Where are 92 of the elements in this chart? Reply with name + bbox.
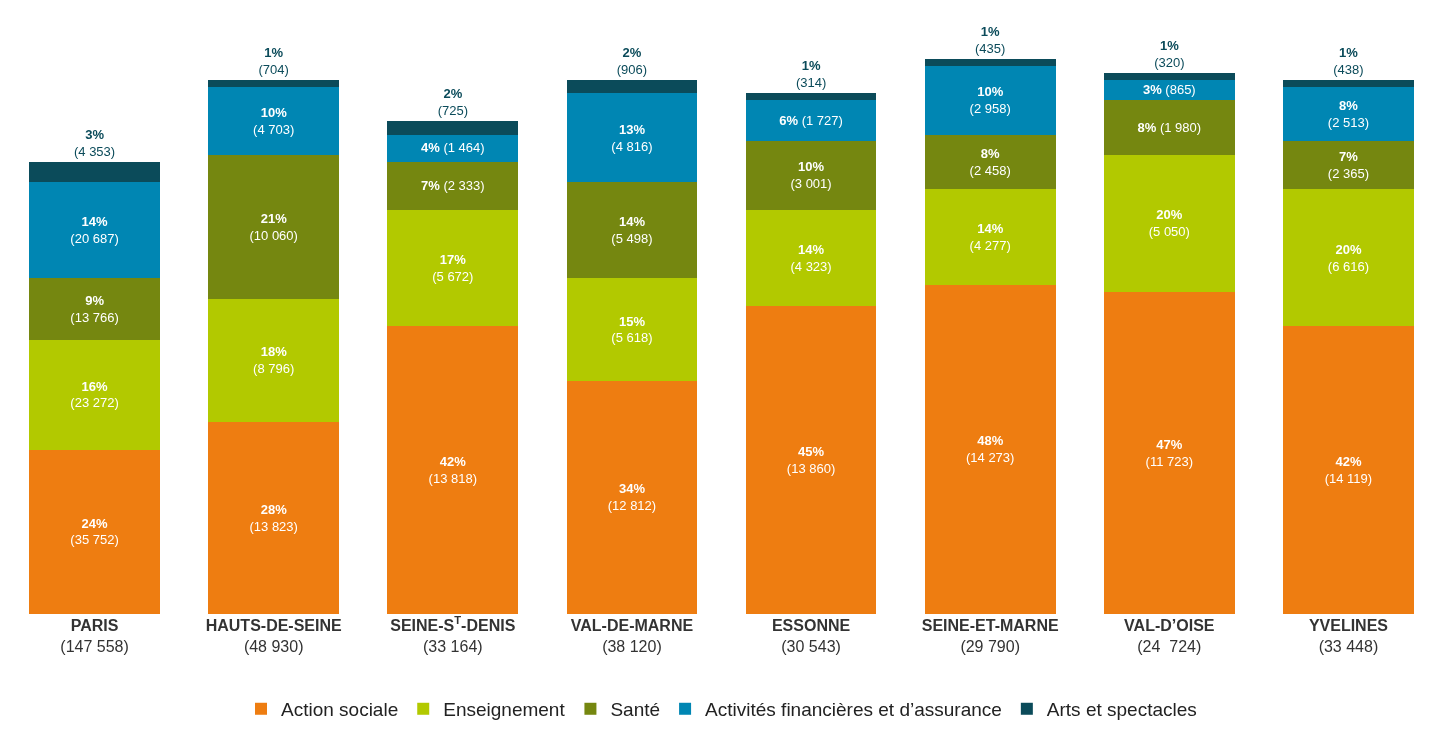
bar bbox=[745, 141, 877, 210]
bar bbox=[208, 155, 340, 299]
data-label: 17% (5 672) bbox=[432, 251, 474, 284]
bar bbox=[208, 86, 340, 156]
data-label: 45% (13 860) bbox=[786, 443, 836, 476]
x-tick-label: PARIS (147 558) bbox=[60, 617, 129, 655]
bar bbox=[387, 209, 519, 327]
data-label: 2% (906) bbox=[616, 44, 648, 77]
data-label: 10% (2 958) bbox=[969, 84, 1011, 116]
data-label: 14% (4 323) bbox=[790, 241, 832, 274]
data-label: 42% (14 119) bbox=[1324, 453, 1373, 486]
bar bbox=[1283, 79, 1414, 87]
data-label: 21% (10 060) bbox=[249, 210, 298, 243]
data-label: 13% (4 816) bbox=[611, 121, 653, 154]
bar bbox=[566, 93, 698, 183]
data-label: 1% (438) bbox=[1333, 44, 1364, 77]
data-label: 48% (14 273) bbox=[965, 433, 1015, 466]
x-tick-label: SEINE-ET-MARNE (29 790) bbox=[921, 617, 1059, 655]
legend-label: Enseignement bbox=[443, 699, 566, 721]
legend-label: Action sociale bbox=[281, 699, 399, 721]
legend-label: Activités financières et d’assurance bbox=[705, 699, 1002, 721]
bar bbox=[1103, 155, 1235, 293]
data-label: 15% (5 618) bbox=[611, 313, 653, 346]
bar bbox=[745, 209, 877, 306]
data-label: 47% (11 723) bbox=[1145, 436, 1194, 469]
bar bbox=[924, 134, 1056, 190]
data-label: 1% (320) bbox=[1154, 37, 1185, 70]
bar bbox=[1103, 72, 1235, 80]
data-label: 7% (2 333) bbox=[421, 178, 485, 194]
data-label: 34% (12 812) bbox=[607, 481, 657, 514]
x-tick-label: VAL-DE-MARNE (38 120) bbox=[570, 617, 694, 655]
bar bbox=[29, 161, 160, 183]
data-label: 3% (865) bbox=[1142, 82, 1196, 98]
bar bbox=[924, 59, 1056, 67]
data-label: 3% (4 353) bbox=[73, 126, 116, 159]
data-label: 1% (435) bbox=[975, 24, 1006, 57]
bar bbox=[924, 66, 1056, 135]
data-label: 1% (314) bbox=[795, 58, 827, 91]
data-label: 42% (13 818) bbox=[428, 453, 478, 486]
bar bbox=[566, 381, 698, 614]
bar bbox=[745, 305, 877, 614]
bar bbox=[566, 182, 698, 279]
bar bbox=[566, 79, 698, 94]
bar bbox=[1283, 141, 1414, 190]
data-label: 20% (5 050) bbox=[1148, 207, 1190, 240]
data-label: 24% (35 752) bbox=[70, 515, 119, 548]
data-label: 20% (6 616) bbox=[1327, 241, 1370, 274]
bar bbox=[387, 161, 519, 210]
x-tick-label: YVELINES (33 448) bbox=[1308, 617, 1389, 655]
bar bbox=[29, 449, 160, 614]
data-label: 10% (3 001) bbox=[790, 159, 832, 192]
x-tick-label: VAL-D’OISE (24 724) bbox=[1124, 617, 1215, 655]
bar bbox=[387, 134, 519, 162]
bar bbox=[208, 298, 340, 423]
bar bbox=[29, 278, 160, 341]
bar bbox=[29, 182, 160, 279]
legend-label: Arts et spectacles bbox=[1046, 699, 1197, 721]
bar bbox=[1283, 189, 1414, 327]
bar bbox=[566, 278, 698, 382]
bar bbox=[387, 326, 519, 614]
bar bbox=[745, 100, 877, 142]
bar bbox=[745, 93, 877, 101]
bar bbox=[924, 285, 1056, 614]
x-tick-label: SEINE-S$^{T}$-DENIS (33 164) bbox=[390, 614, 516, 655]
data-label: 10% (4 703) bbox=[253, 104, 295, 137]
data-label: 2% (725) bbox=[437, 85, 468, 118]
bar bbox=[208, 422, 340, 614]
data-label: 18% (8 796) bbox=[253, 344, 295, 377]
data-label: 8% (2 458) bbox=[969, 145, 1011, 178]
x-tick-label: ESSONNE (30 543) bbox=[771, 617, 851, 655]
data-label: 16% (23 272) bbox=[70, 378, 119, 411]
data-label: 8% (1 980) bbox=[1137, 119, 1202, 135]
x-tick-label: HAUTS-DE-SEINE (48 930) bbox=[205, 617, 343, 655]
data-label: 8% (2 513) bbox=[1327, 97, 1370, 130]
bar bbox=[1283, 86, 1414, 142]
data-label: 6% (1 727) bbox=[779, 113, 843, 129]
data-label: 4% (1 464) bbox=[421, 140, 485, 156]
data-label: 14% (5 498) bbox=[611, 214, 653, 247]
bar bbox=[1103, 292, 1235, 614]
data-label: 14% (20 687) bbox=[70, 214, 119, 247]
bar bbox=[1283, 326, 1414, 614]
data-label: 9% (13 766) bbox=[70, 292, 119, 325]
bar bbox=[387, 120, 519, 135]
data-label: 28% (13 823) bbox=[249, 501, 298, 534]
data-label: 7% (2 365) bbox=[1327, 149, 1370, 182]
legend-label: Santé bbox=[610, 699, 661, 721]
bar bbox=[29, 340, 160, 450]
data-label: 14% (4 277) bbox=[969, 221, 1011, 253]
data-label: 1% (704) bbox=[258, 44, 289, 77]
bar bbox=[1103, 100, 1235, 156]
bar bbox=[924, 189, 1056, 286]
bar bbox=[208, 79, 340, 87]
